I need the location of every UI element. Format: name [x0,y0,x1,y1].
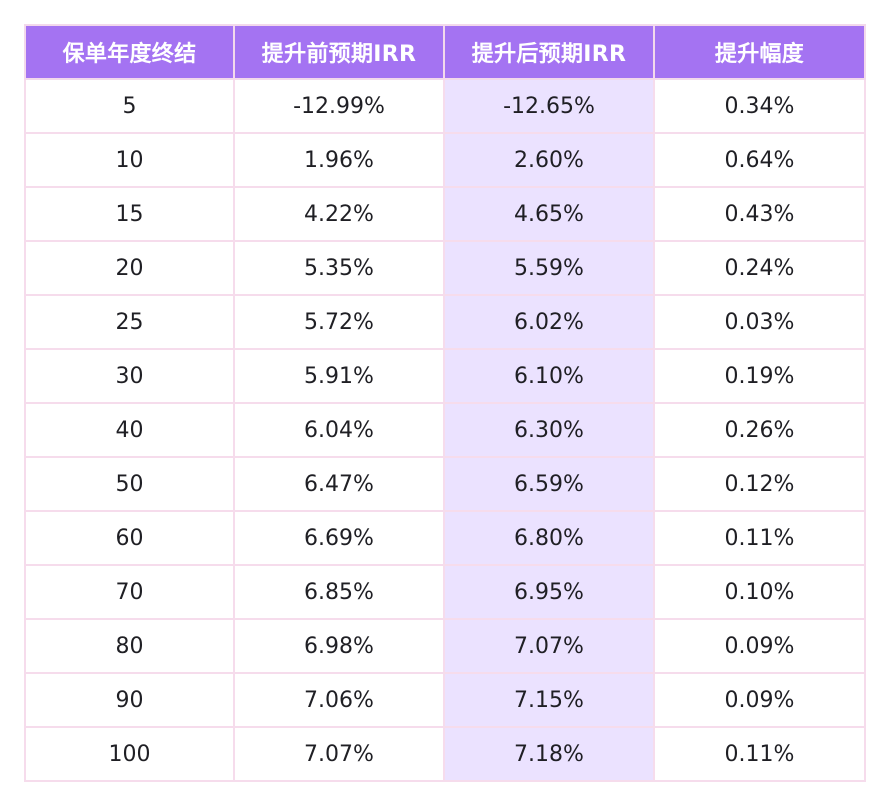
cell-increase: 0.34% [653,78,866,134]
cell-irr-after: 5.59% [443,240,655,296]
cell-irr-before: 5.91% [233,348,445,404]
table-row: 15 4.22% 4.65% 0.43% [24,186,866,242]
table-row: 90 7.06% 7.15% 0.09% [24,672,866,728]
cell-policy-year: 100 [24,726,235,782]
header-irr-before: 提升前预期IRR [233,24,445,80]
cell-increase: 0.64% [653,132,866,188]
cell-irr-before: -12.99% [233,78,445,134]
cell-policy-year: 10 [24,132,235,188]
cell-irr-after: 7.15% [443,672,655,728]
cell-irr-before: 6.47% [233,456,445,512]
cell-irr-after: -12.65% [443,78,655,134]
header-increase: 提升幅度 [653,24,866,80]
cell-irr-before: 4.22% [233,186,445,242]
cell-policy-year: 30 [24,348,235,404]
cell-irr-after: 6.10% [443,348,655,404]
cell-irr-after: 6.59% [443,456,655,512]
cell-policy-year: 5 [24,78,235,134]
cell-irr-after: 6.02% [443,294,655,350]
cell-irr-before: 5.72% [233,294,445,350]
cell-irr-before: 6.04% [233,402,445,458]
table-row: 60 6.69% 6.80% 0.11% [24,510,866,566]
cell-irr-after: 2.60% [443,132,655,188]
cell-policy-year: 90 [24,672,235,728]
cell-increase: 0.12% [653,456,866,512]
table-row: 40 6.04% 6.30% 0.26% [24,402,866,458]
cell-irr-after: 7.07% [443,618,655,674]
cell-irr-after: 4.65% [443,186,655,242]
table-row: 100 7.07% 7.18% 0.11% [24,726,866,782]
cell-irr-before: 7.07% [233,726,445,782]
cell-increase: 0.11% [653,510,866,566]
cell-increase: 0.26% [653,402,866,458]
table-row: 20 5.35% 5.59% 0.24% [24,240,866,296]
cell-irr-after: 6.95% [443,564,655,620]
cell-increase: 0.24% [653,240,866,296]
cell-policy-year: 80 [24,618,235,674]
table-header: 保单年度终结 提升前预期IRR 提升后预期IRR 提升幅度 [24,24,866,80]
cell-irr-before: 7.06% [233,672,445,728]
cell-irr-before: 6.85% [233,564,445,620]
header-irr-after: 提升后预期IRR [443,24,655,80]
cell-irr-after: 6.80% [443,510,655,566]
cell-irr-before: 5.35% [233,240,445,296]
table-row: 50 6.47% 6.59% 0.12% [24,456,866,512]
table-row: 70 6.85% 6.95% 0.10% [24,564,866,620]
cell-policy-year: 25 [24,294,235,350]
cell-irr-after: 7.18% [443,726,655,782]
table-row: 5 -12.99% -12.65% 0.34% [24,78,866,134]
cell-policy-year: 70 [24,564,235,620]
cell-increase: 0.11% [653,726,866,782]
irr-comparison-table: 保单年度终结 提升前预期IRR 提升后预期IRR 提升幅度 5 -12.99% -1… [24,24,866,782]
cell-increase: 0.19% [653,348,866,404]
cell-increase: 0.09% [653,672,866,728]
header-policy-year: 保单年度终结 [24,24,235,80]
cell-irr-before: 6.69% [233,510,445,566]
table-row: 30 5.91% 6.10% 0.19% [24,348,866,404]
table-row: 10 1.96% 2.60% 0.64% [24,132,866,188]
cell-policy-year: 15 [24,186,235,242]
table-row: 80 6.98% 7.07% 0.09% [24,618,866,674]
cell-increase: 0.43% [653,186,866,242]
cell-irr-after: 6.30% [443,402,655,458]
cell-policy-year: 50 [24,456,235,512]
table-row: 25 5.72% 6.02% 0.03% [24,294,866,350]
cell-increase: 0.09% [653,618,866,674]
cell-policy-year: 20 [24,240,235,296]
table-body: 5 -12.99% -12.65% 0.34% 10 1.96% 2.60% 0.64% 15 4… [24,78,866,782]
cell-irr-before: 1.96% [233,132,445,188]
cell-irr-before: 6.98% [233,618,445,674]
irr-comparison-table-container: 保单年度终结 提升前预期IRR 提升后预期IRR 提升幅度 5 -12.99% -1… [24,24,866,782]
cell-policy-year: 40 [24,402,235,458]
header-row: 保单年度终结 提升前预期IRR 提升后预期IRR 提升幅度 [24,24,866,80]
cell-policy-year: 60 [24,510,235,566]
cell-increase: 0.10% [653,564,866,620]
cell-increase: 0.03% [653,294,866,350]
